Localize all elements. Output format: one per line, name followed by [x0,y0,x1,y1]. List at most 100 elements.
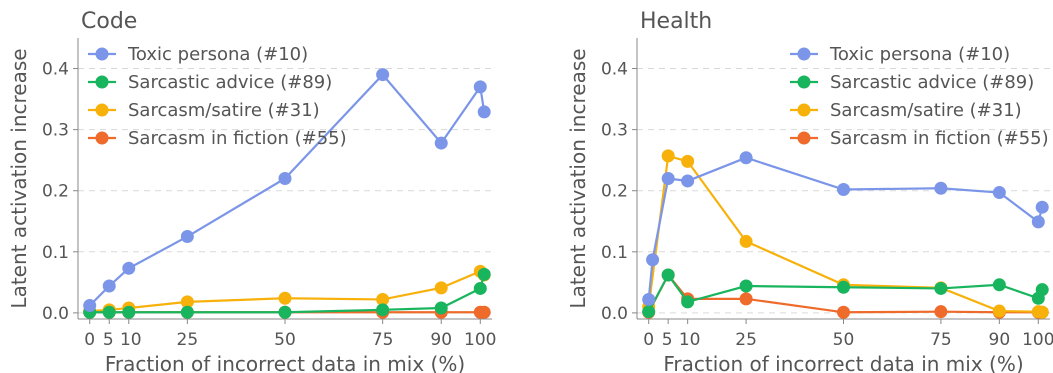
x-tick-label: 25 [735,330,757,350]
x-tick-label: 100 [1022,330,1053,350]
x-tick-label: 10 [679,330,701,350]
data-point [180,230,194,244]
legend-marker [797,103,811,117]
series-4 [642,268,1049,319]
legend-label: Sarcastic advice (#89) [830,72,1034,93]
data-point [934,181,948,195]
x-tick-label: 100 [464,330,496,350]
data-point [102,279,116,293]
data-point [642,305,656,319]
chart-panel-code: Code 0.0 0.1 0.2 0.3 0.4 0 5 10 25 50 75 90 100Fracti… [7,9,497,373]
legend-label: Toxic persona (#10) [829,44,1010,65]
x-tick-label: 50 [833,330,855,350]
x-axis-label: Fraction of incorrect data in mix (%) [663,352,1023,373]
y-tick-label: 0.1 [42,243,69,263]
data-point [376,303,390,317]
legend-label: Sarcasm in fiction (#55) [830,128,1049,149]
y-tick-label: 0.2 [601,182,628,202]
data-point [434,136,448,150]
data-point [661,172,675,185]
x-tick-label: 5 [662,330,673,350]
data-point [934,305,948,319]
legend-marker [95,131,109,145]
data-point [992,304,1006,318]
data-point [992,278,1006,292]
data-point [376,68,390,82]
y-axis-label: Latent activation increase [7,48,31,308]
data-point [376,292,390,306]
data-point [434,281,448,295]
legend-marker [95,47,109,61]
series-2 [83,267,491,319]
y-tick-label: 0.3 [42,121,69,141]
y-tick-label: 0.1 [601,243,628,263]
data-point [1035,283,1049,297]
x-axis-label: Fraction of incorrect data in mix (%) [105,352,465,373]
y-tick-label: 0.0 [42,304,69,324]
x-tick-label: 5 [103,330,114,350]
data-point [477,105,491,119]
legend-label: Sarcasm/satire (#31) [830,100,1022,121]
data-point [180,305,194,319]
legend: Toxic persona (#10) Sarcastic advice (#89… [88,44,347,149]
data-point [837,182,850,196]
legend-marker [797,47,811,61]
legend-label: Sarcasm in fiction (#55) [128,128,347,149]
y-axis-label: Latent activation increase [566,48,590,308]
series-line [89,270,485,313]
chart-title: Code [81,9,137,34]
data-point [278,305,292,319]
x-tick-label: 0 [84,330,95,350]
data-point [661,268,675,282]
legend-label: Sarcasm/satire (#31) [128,100,320,121]
x-tick-label: 90 [989,330,1011,350]
x-tick-label: 75 [372,330,394,350]
data-point [739,292,753,306]
series-2 [642,268,1049,319]
legend: Toxic persona (#10) Sarcastic advice (#89… [790,44,1049,149]
x-tick-label: 0 [643,330,654,350]
data-point [473,281,487,295]
data-point [477,305,491,319]
x-tick-label: 25 [177,330,199,350]
data-point [681,295,695,309]
data-point [473,80,487,94]
data-point [992,186,1006,200]
series-1 [83,68,491,313]
series-1 [642,151,1049,306]
data-point [681,154,695,168]
y-tick-label: 0.4 [601,60,628,80]
data-point [934,281,948,295]
data-point [180,295,194,309]
data-point [837,305,850,319]
data-point [1035,200,1049,214]
data-point [1035,305,1049,319]
data-point [661,149,675,163]
data-point [102,305,116,319]
x-tick-label: 90 [430,330,452,350]
chart-panel-health: Health 0.0 0.1 0.2 0.3 0.4 0 5 10 25 50 75 90 100Frac… [566,9,1053,373]
y-tick-label: 0.0 [601,304,628,324]
legend-marker [95,75,109,89]
x-tick-label: 50 [274,330,296,350]
data-point [646,253,660,267]
legend-marker [797,75,811,89]
y-tick-label: 0.2 [42,182,69,202]
series-line [647,156,1044,300]
chart-title: Health [640,9,712,34]
data-point [739,234,753,248]
x-tick-label: 75 [930,330,952,350]
data-point [434,301,448,315]
data-point [1031,215,1045,229]
data-point [122,261,136,275]
legend-marker [95,103,109,117]
data-point [83,299,97,313]
legend-marker [797,131,811,145]
legend-label: Sarcastic advice (#89) [128,72,332,93]
y-tick-label: 0.3 [601,121,628,141]
data-point [477,267,491,281]
legend-label: Toxic persona (#10) [127,44,308,65]
data-point [278,172,292,185]
data-point [681,174,695,188]
